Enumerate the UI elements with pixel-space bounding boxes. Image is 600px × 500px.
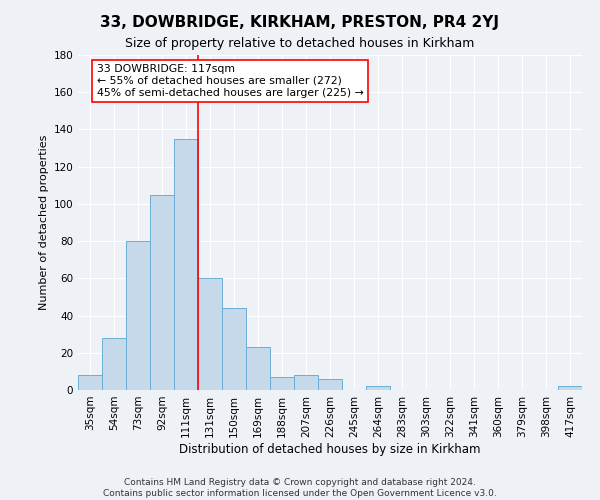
Y-axis label: Number of detached properties: Number of detached properties bbox=[39, 135, 49, 310]
Text: 33, DOWBRIDGE, KIRKHAM, PRESTON, PR4 2YJ: 33, DOWBRIDGE, KIRKHAM, PRESTON, PR4 2YJ bbox=[101, 15, 499, 30]
X-axis label: Distribution of detached houses by size in Kirkham: Distribution of detached houses by size … bbox=[179, 442, 481, 456]
Bar bbox=[174, 138, 198, 390]
Bar bbox=[270, 377, 294, 390]
Bar bbox=[150, 194, 174, 390]
Bar bbox=[366, 386, 390, 390]
Text: 33 DOWBRIDGE: 117sqm
← 55% of detached houses are smaller (272)
45% of semi-deta: 33 DOWBRIDGE: 117sqm ← 55% of detached h… bbox=[97, 64, 364, 98]
Bar bbox=[294, 375, 318, 390]
Bar bbox=[558, 386, 582, 390]
Bar bbox=[102, 338, 126, 390]
Text: Size of property relative to detached houses in Kirkham: Size of property relative to detached ho… bbox=[125, 38, 475, 51]
Bar bbox=[126, 241, 150, 390]
Bar bbox=[222, 308, 246, 390]
Bar bbox=[246, 347, 270, 390]
Bar bbox=[78, 375, 102, 390]
Bar bbox=[198, 278, 222, 390]
Text: Contains HM Land Registry data © Crown copyright and database right 2024.
Contai: Contains HM Land Registry data © Crown c… bbox=[103, 478, 497, 498]
Bar bbox=[318, 379, 342, 390]
